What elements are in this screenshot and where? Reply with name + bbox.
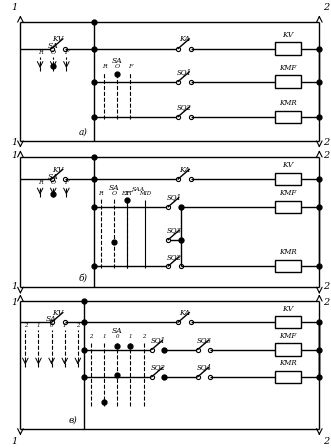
Text: 2: 2 — [323, 282, 329, 291]
Text: SA: SA — [109, 184, 119, 192]
Bar — [275, 111, 301, 123]
Text: SQ1: SQ1 — [167, 194, 182, 202]
Text: 1: 1 — [11, 437, 17, 446]
Text: 2: 2 — [323, 297, 329, 307]
Text: 1: 1 — [11, 297, 17, 307]
Text: KV: KV — [282, 31, 294, 39]
Text: 1: 1 — [63, 323, 67, 327]
Text: 1: 1 — [11, 138, 17, 146]
Text: 2: 2 — [323, 151, 329, 160]
Text: 2: 2 — [76, 323, 80, 327]
Text: KV: KV — [53, 166, 64, 174]
Text: 0: 0 — [116, 334, 119, 339]
Text: O: O — [51, 180, 56, 185]
Text: O: O — [115, 64, 120, 69]
Text: SQ1: SQ1 — [177, 68, 192, 76]
Text: SQ1: SQ1 — [151, 336, 166, 344]
Text: SQ3: SQ3 — [197, 336, 212, 344]
Text: F: F — [128, 64, 133, 69]
Text: SA: SA — [46, 315, 57, 323]
Text: R: R — [99, 191, 103, 196]
Bar — [275, 43, 301, 55]
Text: 2: 2 — [89, 334, 93, 339]
Text: F: F — [64, 50, 69, 55]
Text: KMR: KMR — [279, 359, 297, 367]
Bar — [275, 316, 301, 328]
Text: 2: 2 — [24, 323, 27, 327]
Text: R: R — [102, 64, 107, 69]
Text: KA: KA — [179, 309, 190, 317]
Text: KMF: KMF — [279, 189, 297, 197]
Text: 1: 1 — [11, 3, 17, 12]
Text: SA: SA — [112, 327, 123, 335]
Text: 1: 1 — [37, 323, 40, 327]
Bar — [275, 370, 301, 383]
Text: SQ2: SQ2 — [177, 103, 192, 112]
Text: O: O — [51, 50, 56, 55]
Text: 1: 1 — [11, 151, 17, 160]
Text: KMR: KMR — [279, 248, 297, 256]
Text: SA: SA — [48, 42, 59, 50]
Text: KMF: KMF — [279, 332, 297, 340]
Text: б): б) — [78, 274, 87, 283]
Text: EXT: EXT — [121, 191, 133, 196]
Text: SQ2: SQ2 — [167, 253, 182, 261]
Text: 0: 0 — [50, 323, 53, 327]
Text: SA: SA — [48, 173, 59, 181]
Text: F: F — [64, 180, 69, 185]
Bar — [275, 343, 301, 356]
Text: a): a) — [78, 127, 87, 137]
Text: SA: SA — [112, 57, 123, 65]
Text: SAA: SAA — [132, 187, 145, 192]
Bar — [275, 173, 301, 185]
Text: KV: KV — [53, 35, 64, 43]
Text: O: O — [112, 191, 117, 196]
Bar — [275, 260, 301, 272]
Text: KV: KV — [282, 305, 294, 313]
Text: KV: KV — [53, 309, 64, 317]
Text: 1: 1 — [129, 334, 132, 339]
Text: KMF: KMF — [279, 64, 297, 72]
Text: F: F — [125, 191, 129, 196]
Text: 2: 2 — [323, 437, 329, 446]
Text: 1: 1 — [102, 334, 106, 339]
Text: KV: KV — [282, 161, 294, 169]
Bar — [275, 75, 301, 88]
Text: SQ2: SQ2 — [151, 363, 166, 371]
Text: 1: 1 — [11, 282, 17, 291]
Text: SQ3: SQ3 — [167, 226, 182, 234]
Text: 2: 2 — [323, 138, 329, 146]
Text: в): в) — [69, 415, 77, 424]
Text: SQ4: SQ4 — [197, 363, 212, 371]
Bar — [275, 201, 301, 213]
Text: KA: KA — [179, 166, 190, 174]
Text: KA: KA — [179, 35, 190, 43]
Text: R: R — [38, 180, 42, 185]
Text: KMR: KMR — [279, 99, 297, 107]
Text: MID: MID — [139, 191, 151, 196]
Text: R: R — [38, 50, 42, 55]
Text: 2: 2 — [323, 3, 329, 12]
Text: 2: 2 — [142, 334, 145, 339]
